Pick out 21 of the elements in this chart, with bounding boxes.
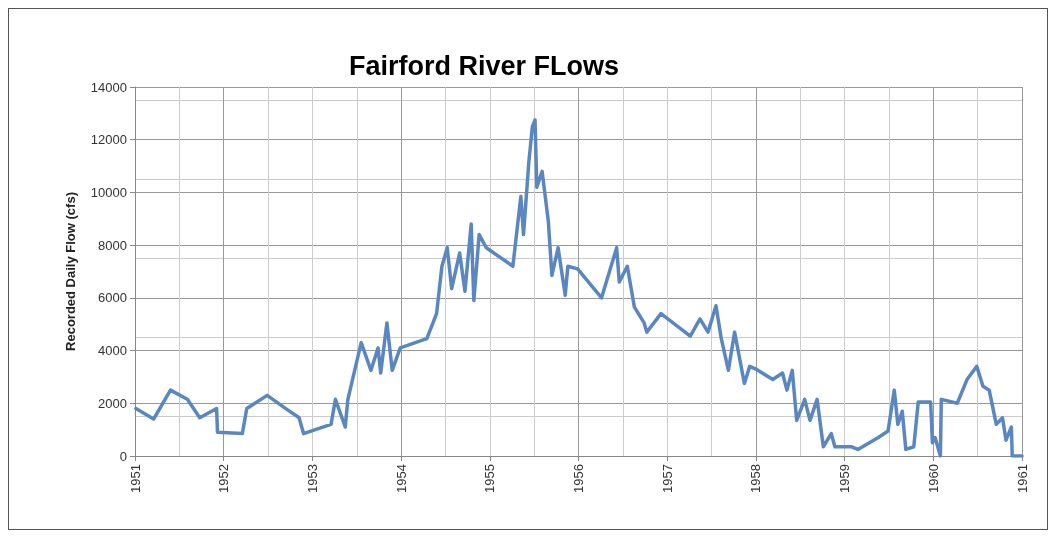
y-axis-title: Recorded Daily Flow (cfs) — [63, 192, 78, 351]
y-tick-label: 0 — [119, 448, 127, 464]
y-tick-label: 14000 — [90, 79, 127, 95]
x-tick-label: 1957 — [659, 464, 675, 493]
x-tick-label: 1951 — [127, 464, 143, 493]
y-tick-label: 10000 — [90, 184, 127, 200]
chart-title: Fairford River FLows — [348, 50, 620, 81]
y-tick-label: 2000 — [98, 395, 127, 411]
x-tick-label: 1955 — [482, 464, 498, 493]
x-tick-label: 1959 — [837, 464, 853, 493]
y-tick-label: 12000 — [90, 132, 127, 148]
y-tick-label: 4000 — [98, 343, 127, 359]
x-tick-label: 1958 — [748, 464, 764, 493]
y-tick-label: 6000 — [98, 290, 127, 306]
x-tick-label: 1956 — [571, 464, 586, 493]
x-tick-label: 1953 — [304, 464, 320, 493]
x-tick-label: 1960 — [925, 464, 941, 493]
x-tick-label: 1954 — [393, 464, 409, 493]
x-tick-label: 1952 — [216, 464, 232, 493]
y-tick-label: 8000 — [98, 237, 127, 253]
x-tick-label: 1961 — [1014, 464, 1030, 493]
